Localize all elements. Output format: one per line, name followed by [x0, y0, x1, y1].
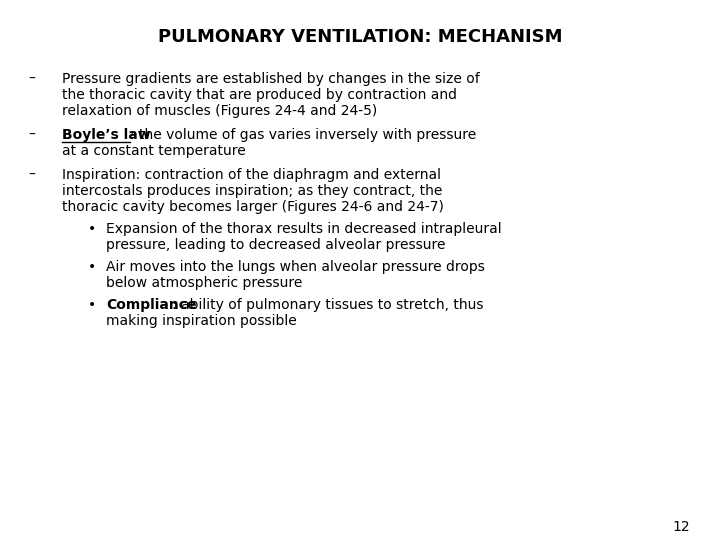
- Text: Expansion of the thorax results in decreased intrapleural: Expansion of the thorax results in decre…: [106, 222, 502, 236]
- Text: –: –: [28, 72, 35, 86]
- Text: Pressure gradients are established by changes in the size of: Pressure gradients are established by ch…: [62, 72, 480, 86]
- Text: PULMONARY VENTILATION: MECHANISM: PULMONARY VENTILATION: MECHANISM: [158, 28, 562, 46]
- Text: relaxation of muscles (Figures 24-4 and 24-5): relaxation of muscles (Figures 24-4 and …: [62, 104, 377, 118]
- Text: Inspiration: contraction of the diaphragm and external: Inspiration: contraction of the diaphrag…: [62, 168, 441, 182]
- Text: thoracic cavity becomes larger (Figures 24-6 and 24-7): thoracic cavity becomes larger (Figures …: [62, 200, 444, 214]
- Text: below atmospheric pressure: below atmospheric pressure: [106, 276, 302, 290]
- Text: Air moves into the lungs when alveolar pressure drops: Air moves into the lungs when alveolar p…: [106, 260, 485, 274]
- Text: : ability of pulmonary tissues to stretch, thus: : ability of pulmonary tissues to stretc…: [171, 298, 483, 312]
- Text: •: •: [88, 222, 96, 236]
- Text: •: •: [88, 298, 96, 312]
- Text: –: –: [28, 128, 35, 142]
- Text: Compliance: Compliance: [106, 298, 197, 312]
- Text: –: –: [28, 168, 35, 182]
- Text: : the volume of gas varies inversely with pressure: : the volume of gas varies inversely wit…: [130, 128, 476, 142]
- Text: 12: 12: [672, 520, 690, 534]
- Text: intercostals produces inspiration; as they contract, the: intercostals produces inspiration; as th…: [62, 184, 442, 198]
- Text: pressure, leading to decreased alveolar pressure: pressure, leading to decreased alveolar …: [106, 238, 446, 252]
- Text: making inspiration possible: making inspiration possible: [106, 314, 297, 328]
- Text: at a constant temperature: at a constant temperature: [62, 144, 246, 158]
- Text: Boyle’s law: Boyle’s law: [62, 128, 150, 142]
- Text: the thoracic cavity that are produced by contraction and: the thoracic cavity that are produced by…: [62, 88, 457, 102]
- Text: •: •: [88, 260, 96, 274]
